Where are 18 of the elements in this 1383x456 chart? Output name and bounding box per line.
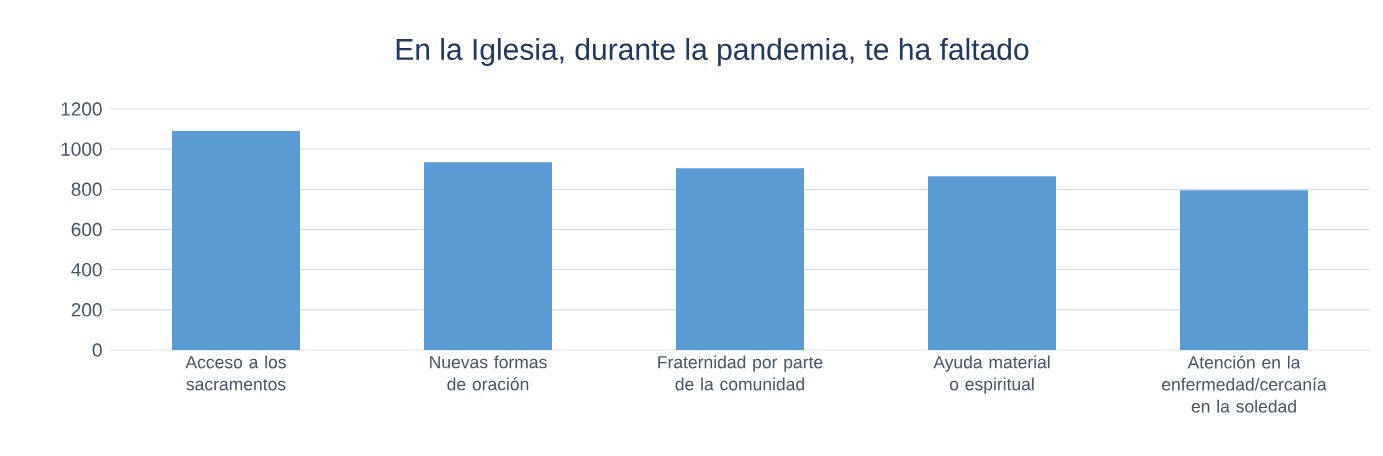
bar bbox=[1180, 190, 1309, 350]
x-tick-label: Fraternidad por parte de la comunidad bbox=[658, 355, 823, 391]
bar bbox=[172, 131, 301, 350]
y-tick-label: 0 bbox=[92, 343, 102, 357]
x-tick-label: Nuevas formas de oración bbox=[430, 355, 547, 391]
x-tick-label: Acceso a los sacramentos bbox=[185, 355, 286, 391]
chart-title: En la Iglesia, durante la pandemia, te ha faltado bbox=[396, 38, 1029, 66]
bar bbox=[928, 176, 1057, 350]
y-tick-label: 800 bbox=[71, 182, 102, 197]
y-tick-label: 1200 bbox=[61, 102, 102, 116]
bar bbox=[424, 162, 553, 350]
y-tick-label: 1000 bbox=[61, 142, 102, 156]
x-tick-label: Ayuda material o espiritual bbox=[933, 355, 1050, 394]
x-tick-label: Atención en la enfermedad/cercanía en la soledad bbox=[1162, 355, 1327, 413]
y-tick-label: 400 bbox=[71, 262, 102, 277]
y-tick-label: 200 bbox=[71, 303, 102, 317]
y-tick-label: 600 bbox=[71, 222, 102, 237]
bar bbox=[676, 168, 805, 350]
